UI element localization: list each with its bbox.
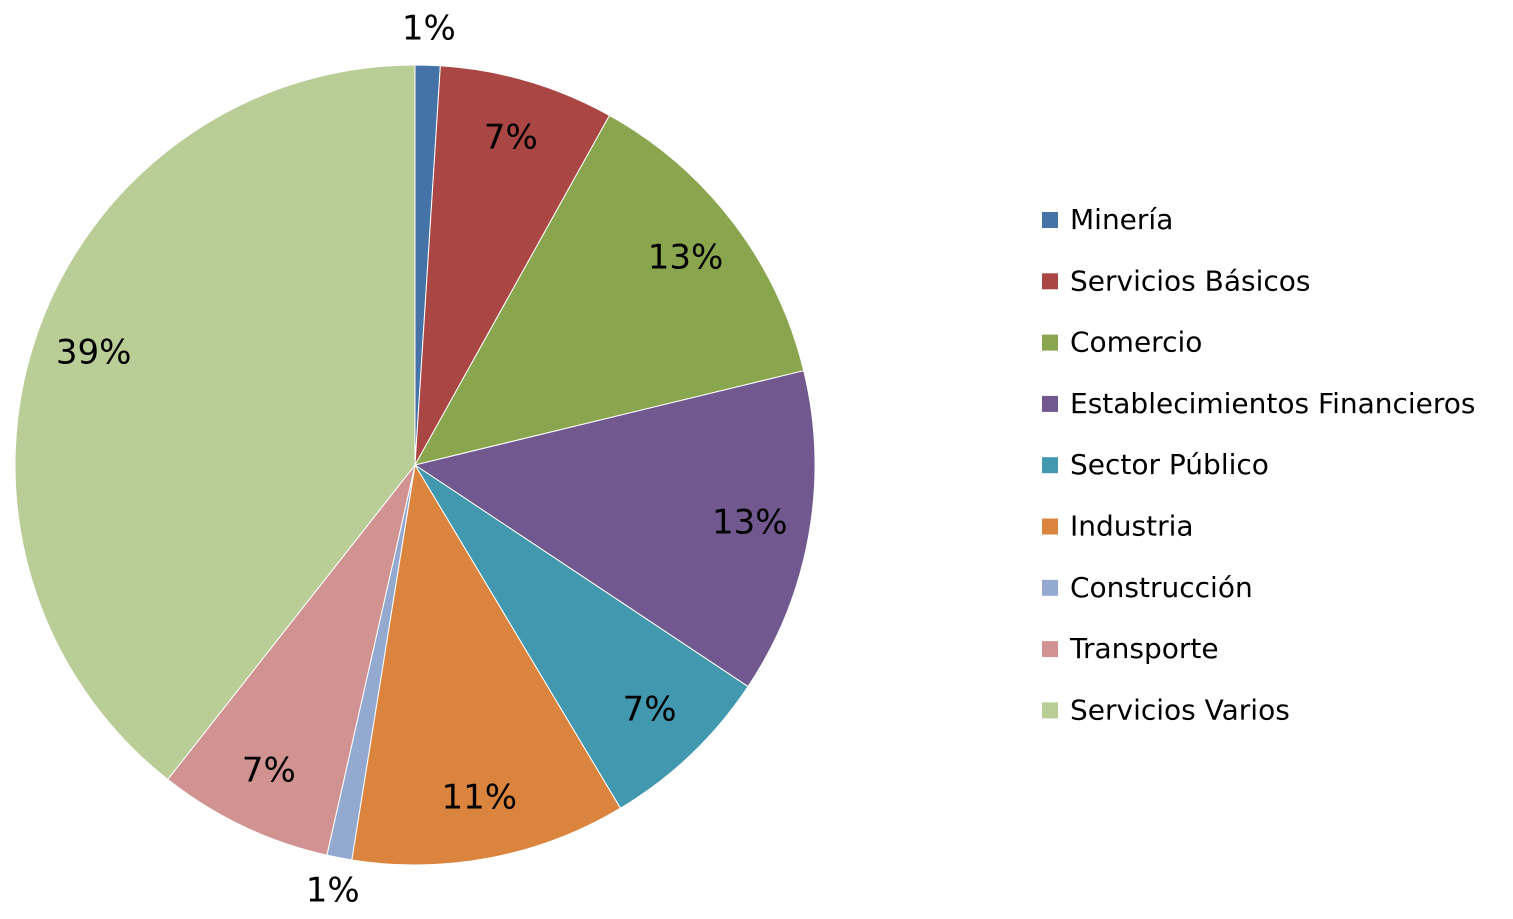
legend-label: Minería — [1070, 203, 1173, 236]
legend-label: Comercio — [1070, 326, 1202, 359]
pie-slice — [14, 64, 416, 781]
legend-label: Industria — [1070, 510, 1194, 543]
data-label: 1% — [402, 9, 456, 49]
legend-swatch — [1042, 641, 1058, 658]
pie-slice — [167, 464, 416, 856]
data-label: 7% — [623, 690, 677, 730]
data-label: 11% — [442, 777, 518, 817]
legend-swatch — [1042, 702, 1058, 719]
data-label: 1% — [306, 871, 360, 911]
legend-swatch — [1042, 273, 1058, 290]
legend-swatch — [1042, 212, 1058, 228]
pie-slice — [351, 463, 622, 866]
pie-slice — [414, 65, 611, 466]
legend-swatch — [1042, 457, 1058, 474]
data-label: 7% — [242, 750, 296, 790]
legend-swatch — [1042, 518, 1058, 535]
legend-swatch — [1042, 395, 1058, 412]
pie-slice — [413, 370, 816, 688]
legend-label: Construcción — [1070, 571, 1253, 604]
legend-label: Transporte — [1069, 632, 1219, 665]
pie-slice — [414, 464, 749, 809]
data-label: 13% — [648, 238, 724, 278]
pie-slice — [414, 114, 805, 466]
data-label: 7% — [484, 117, 538, 157]
legend-label: Servicios Básicos — [1070, 264, 1311, 297]
data-label: 39% — [56, 332, 132, 372]
legend-swatch — [1042, 579, 1058, 596]
legend-label: Establecimientos Financieros — [1070, 387, 1476, 420]
data-label: 13% — [712, 503, 788, 543]
legend-label: Sector Público — [1070, 448, 1269, 481]
legend-swatch — [1042, 334, 1058, 351]
legend-label: Servicios Varios — [1070, 693, 1290, 726]
